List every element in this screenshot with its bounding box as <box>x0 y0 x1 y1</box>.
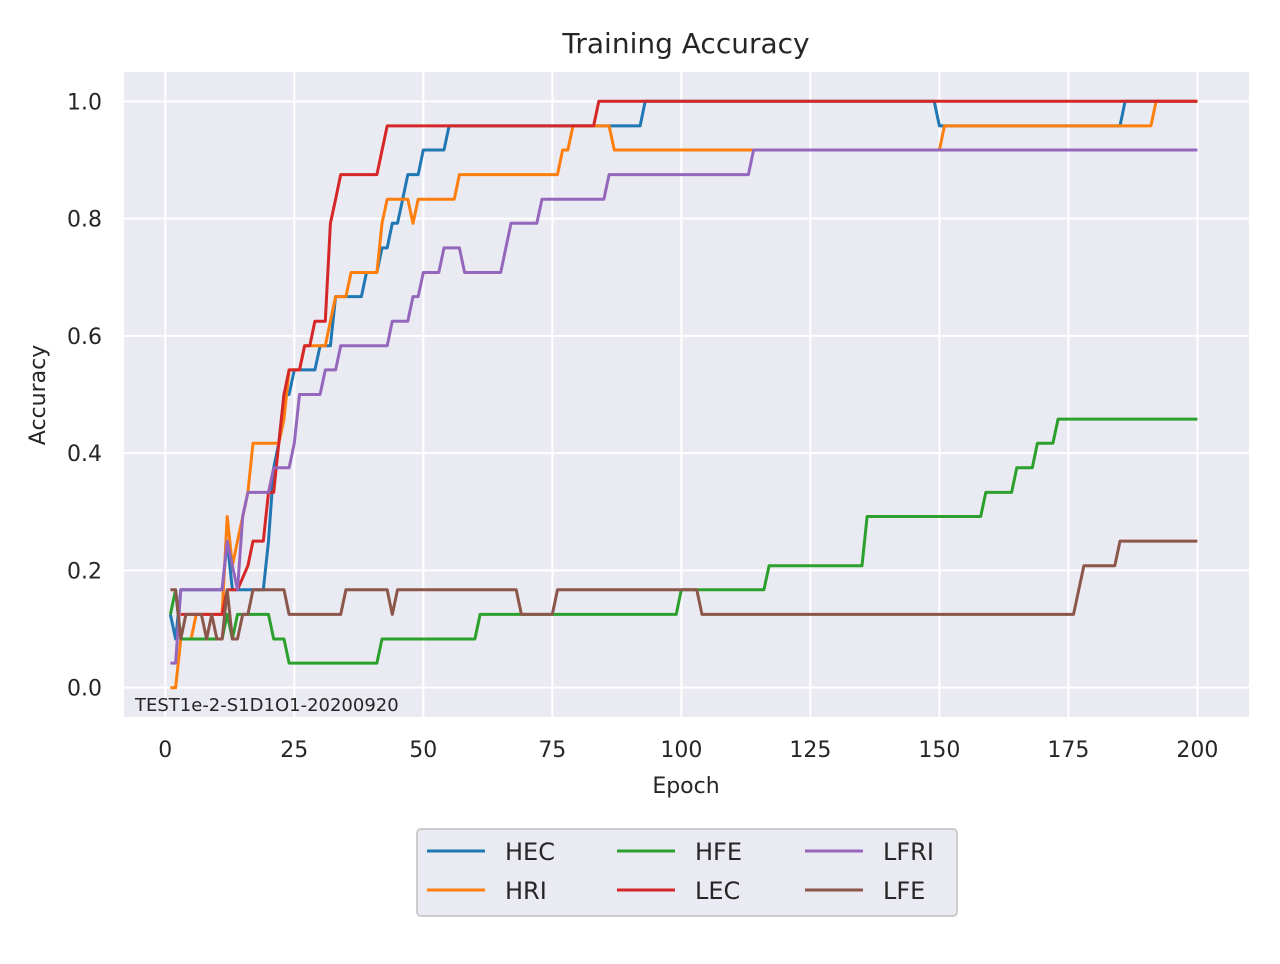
y-tick-label: 0.4 <box>67 442 102 467</box>
grid-lines <box>124 72 1249 717</box>
y-tick-label: 0.6 <box>67 325 102 350</box>
x-axis-label: Epoch <box>652 774 719 799</box>
x-tick-label: 125 <box>789 738 831 763</box>
series-line-lfri <box>170 148 1198 665</box>
x-tick-label: 25 <box>280 738 308 763</box>
legend: HEC HRI HFE LEC LFRI LFE <box>416 828 958 917</box>
series-line-hri <box>170 99 1198 690</box>
legend-label: HRI <box>505 877 547 905</box>
x-tick-label: 75 <box>538 738 566 763</box>
series-line-lfe <box>170 539 1198 641</box>
legend-label: LEC <box>695 877 740 905</box>
series-line-lec <box>180 99 1198 616</box>
y-tick-label: 0.0 <box>67 677 102 702</box>
legend-label: HEC <box>505 838 555 866</box>
run-id-annotation: TEST1e-2-S1D1O1-20200920 <box>134 695 399 716</box>
series-lines <box>168 99 1198 690</box>
legend-box <box>416 828 958 917</box>
x-tick-label: 100 <box>660 738 702 763</box>
chart-title: Training Accuracy <box>561 27 809 60</box>
y-axis-label: Accuracy <box>26 345 51 445</box>
legend-label: LFE <box>883 877 925 905</box>
y-tick-label: 0.2 <box>67 559 102 584</box>
legend-label: LFRI <box>883 838 934 866</box>
legend-label: HFE <box>695 838 742 866</box>
x-tick-label: 175 <box>1047 738 1089 763</box>
y-tick-label: 1.0 <box>67 90 102 115</box>
x-tick-label: 150 <box>918 738 960 763</box>
x-tick-label: 0 <box>158 738 172 763</box>
x-tick-label: 200 <box>1176 738 1218 763</box>
x-tick-label: 50 <box>409 738 437 763</box>
y-tick-label: 0.8 <box>67 208 102 233</box>
tick-labels: 0 25 50 75 100 125 150 175 200 0.0 0.2 0.4 0.6 0.8 1.0 <box>67 90 1218 763</box>
plot-background <box>124 72 1249 717</box>
